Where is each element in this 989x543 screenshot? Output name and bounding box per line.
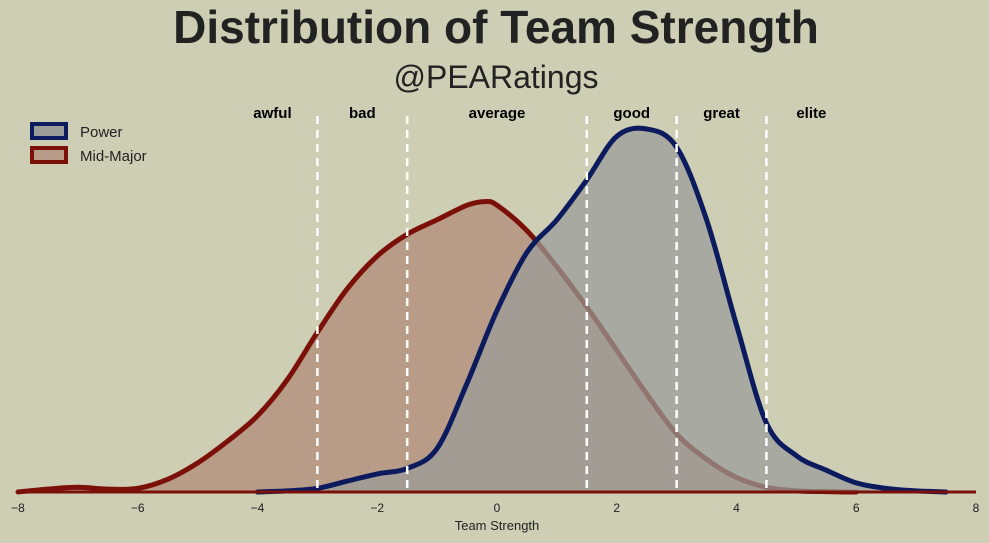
series-line-power	[255, 125, 949, 495]
x-tick-label: 0	[494, 501, 501, 515]
x-tick-label: −4	[251, 501, 265, 515]
x-axis-ticks: −8 −6 −4 −2 0 2 4 6 8	[11, 501, 980, 515]
x-tick-label: −8	[11, 501, 25, 515]
region-label-bad: bad	[349, 105, 376, 122]
x-tick-label: 2	[613, 501, 620, 515]
plot-area: awful bad average good great elite −8 −6 −4 −2 0 2…	[11, 105, 980, 533]
x-tick-label: −6	[131, 501, 145, 515]
x-tick-label: 4	[733, 501, 740, 515]
region-label-elite: elite	[796, 105, 826, 122]
region-label-good: good	[613, 105, 650, 122]
region-label-average: average	[469, 105, 526, 122]
series-fill-power	[257, 128, 947, 492]
legend: Power Mid-Major	[30, 122, 147, 165]
x-tick-label: 8	[973, 501, 980, 515]
region-label-awful: awful	[253, 105, 291, 122]
region-labels: awful bad average good great elite	[253, 105, 826, 122]
series-layer	[15, 125, 949, 495]
chart-title: Distribution of Team Strength	[173, 1, 819, 53]
legend-swatch-mid-major	[30, 146, 68, 164]
x-axis-label: Team Strength	[455, 518, 540, 533]
legend-label-mid-major: Mid-Major	[80, 148, 147, 165]
legend-swatch-power	[30, 122, 68, 140]
chart-subtitle: @PEARatings	[393, 59, 598, 95]
threshold-layer	[316, 116, 768, 492]
x-tick-label: 6	[853, 501, 860, 515]
x-tick-label: −2	[370, 501, 384, 515]
legend-label-power: Power	[80, 124, 123, 141]
region-label-great: great	[703, 105, 740, 122]
